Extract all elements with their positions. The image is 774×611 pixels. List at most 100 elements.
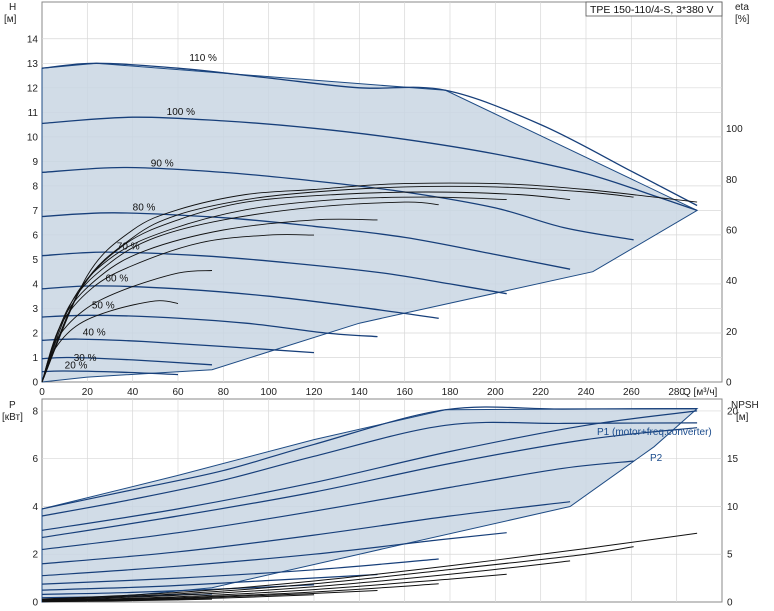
y-tick-label: 14 (27, 34, 39, 45)
power-curve-8 (41, 558, 439, 585)
x-tick-label: 0 (39, 387, 45, 398)
speed-label: 20 % (65, 361, 88, 372)
y-tick-label: 2 (32, 328, 38, 339)
y-tick-label: 4 (32, 279, 38, 290)
y2-tick-label: 20 (726, 327, 738, 338)
eta-curve-9 (41, 300, 179, 383)
eta-curve-2 (41, 185, 634, 383)
power-curve-4 (41, 427, 698, 539)
x-tick-label: 100 (260, 387, 277, 398)
x-tick-label: 220 (532, 387, 549, 398)
power-curve-5 (41, 460, 634, 551)
npsh-curve-8 (41, 598, 213, 603)
title-box (585, 1, 723, 17)
npsh-tick-label: 5 (727, 550, 733, 561)
x-tick-label: 280 (668, 387, 685, 398)
x-tick-label: 240 (578, 387, 595, 398)
p-tick-label: 0 (32, 598, 38, 609)
power-curve-7 (41, 532, 507, 577)
y-tick-label: 7 (32, 206, 38, 217)
speed-label: 30 % (74, 353, 97, 364)
speed-label: 100 % (167, 107, 195, 118)
npsh-curve-5 (41, 583, 439, 602)
head-curve-4 (41, 212, 571, 270)
y2-tick-label: 0 (726, 378, 732, 389)
npsh-axis-unit: [м] (736, 412, 749, 423)
speed-label: 70 % (117, 242, 140, 253)
power-curve-9 (41, 573, 378, 591)
npsh-tick-label: 15 (727, 454, 739, 465)
head-operating-envelope (41, 62, 699, 383)
efficiency-curves (41, 182, 698, 383)
chart-title: TPE 150-110/4-S, 3*380 V (590, 4, 714, 16)
head-curve-6 (41, 285, 439, 319)
y-tick-label: 13 (27, 59, 39, 70)
head-curve-10 (41, 370, 179, 376)
head-axis-unit: [м] (4, 14, 17, 25)
speed-labels: 110 % 100 % 90 % 80 % 70 % 60 % 50 % 40 % 30 %20… (65, 53, 217, 372)
p2-curve-label: P2 (650, 453, 663, 464)
y-tick-label: 0 (32, 378, 38, 389)
y-tick-label: 6 (32, 230, 38, 241)
y-tick-label: 12 (27, 83, 39, 94)
head-curve-2 (41, 116, 698, 212)
y-tick-label: 9 (32, 157, 38, 168)
x-tick-label: 80 (218, 387, 230, 398)
x-tick-label: 140 (351, 387, 368, 398)
npsh-curve-3 (41, 560, 571, 601)
speed-label: 80 % (133, 202, 156, 213)
npsh-curves (41, 532, 698, 603)
p-tick-label: 2 (32, 550, 38, 561)
head-curve-3 (41, 166, 634, 241)
p-tick-label: 8 (32, 406, 38, 417)
x-tick-label: 160 (396, 387, 413, 398)
head-curve-5 (41, 251, 507, 295)
head-axis-title: H (9, 2, 16, 13)
speed-label: 90 % (151, 158, 174, 169)
y-tick-label: 8 (32, 181, 38, 192)
eta-axis-title: eta (735, 2, 749, 13)
x-tick-label: 260 (623, 387, 640, 398)
p1-curve-label: P1 (motor+freq.converter) (597, 427, 712, 438)
flow-axis-ticks: 0 20 40 60 80 100 120 140 160 180 200 220 240 260 280 (39, 387, 685, 398)
eta-curve-1 (41, 182, 698, 383)
y-tick-label: 11 (28, 108, 39, 119)
y-tick-label: 1 (32, 353, 38, 364)
power-chart: 0 2 4 6 8 0 5 10 15 20 P [кВт] NPSH [м] P1 (moto… (2, 398, 759, 609)
npsh-curve-1 (41, 532, 698, 600)
y-tick-label: 5 (32, 255, 38, 266)
head-chart: 110 %100 %90 %80 %70 %60 %50 %40 %30 %20… (4, 1, 750, 398)
y2-tick-label: 40 (726, 276, 738, 287)
flow-axis-label: Q [м³/ч] (683, 387, 718, 398)
y2-tick-label: 100 (726, 124, 743, 135)
npsh-tick-label: 10 (727, 502, 739, 513)
power-curves (41, 406, 698, 601)
npsh-axis-title: NPSH (731, 400, 759, 411)
x-tick-label: 20 (82, 387, 94, 398)
x-tick-label: 120 (306, 387, 323, 398)
eta-curve-8 (41, 270, 213, 383)
npsh-curve-6 (41, 590, 378, 602)
npsh-tick-label: 0 (727, 598, 733, 609)
eta-curve-6 (41, 218, 378, 383)
speed-label: 50 % (92, 300, 115, 311)
head-curve-8 (41, 338, 315, 354)
power-axis-unit: [кВт] (2, 412, 23, 423)
y-tick-label: 3 (32, 304, 38, 315)
power-axis-title: P (9, 400, 16, 411)
npsh-curve-4 (41, 573, 507, 602)
power-curve-2 (41, 421, 698, 517)
head-curve-9 (41, 356, 213, 366)
speed-label: 60 % (105, 273, 128, 284)
power-curve-3 (41, 410, 698, 531)
power-curve-6 (41, 501, 571, 565)
p-tick-label: 6 (32, 454, 38, 465)
npsh-curve-2 (41, 546, 634, 601)
eta-axis-ticks: 0 20 40 60 80 100 (726, 124, 743, 388)
eta-curve-3 (41, 191, 571, 383)
npsh-axis-ticks: 0 5 10 15 20 (727, 406, 739, 608)
speed-label: 110 % (189, 53, 217, 64)
y-tick-label: 10 (27, 132, 39, 143)
